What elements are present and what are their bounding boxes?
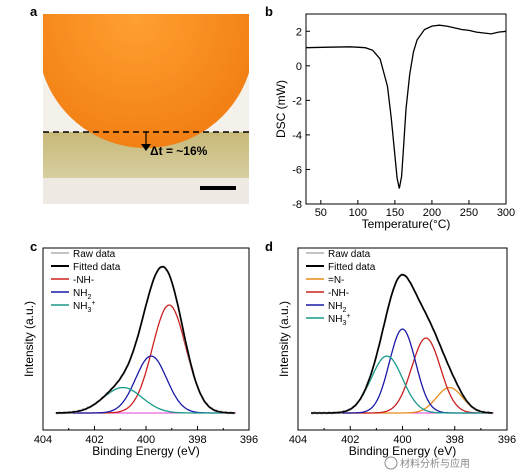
watermark: 材料分析与应用 bbox=[384, 456, 470, 470]
legend-label: -NH- bbox=[73, 275, 94, 286]
x-tick-label: 400 bbox=[393, 434, 411, 446]
y-axis-title: Intensity (a.u.) bbox=[277, 301, 291, 377]
y-tick-label: 0 bbox=[296, 61, 302, 73]
x-tick-label: 398 bbox=[188, 434, 206, 446]
x-tick-label: 100 bbox=[349, 207, 367, 219]
dsc-plot: 50 100 150 200 250 300 -8 -6 -4 -2 0 2 Temperature(°… bbox=[274, 13, 515, 231]
fitted-curve bbox=[311, 273, 493, 414]
y-tick-label: -6 bbox=[292, 164, 302, 176]
fitted-curve bbox=[55, 265, 235, 414]
legend-label: Raw data bbox=[328, 249, 371, 260]
droplet-photo bbox=[43, 14, 249, 204]
watermark-text: 材料分析与应用 bbox=[400, 457, 470, 470]
y-tick-label: 2 bbox=[296, 26, 302, 38]
legend-label: NH3+ bbox=[328, 313, 350, 327]
x-tick-label: 300 bbox=[497, 207, 515, 219]
y-tick-label: -4 bbox=[292, 130, 302, 142]
xps-plot-d: 404 402 400 398 396 Raw data Fitted data =N- -NH… bbox=[277, 247, 516, 458]
x-tick-label: 400 bbox=[137, 434, 155, 446]
arrow-head bbox=[141, 144, 151, 151]
y-axis-title: Intensity (a.u.) bbox=[22, 301, 36, 377]
y-axis-title: DSC (mW) bbox=[274, 80, 288, 138]
x-tick-label: 402 bbox=[85, 434, 103, 446]
plot-frame bbox=[305, 13, 507, 205]
orange-droplet bbox=[43, 14, 249, 148]
dsc-curve bbox=[305, 24, 507, 189]
x-tick-label: 50 bbox=[315, 207, 327, 219]
x-axis-title: Temperature(°C) bbox=[362, 217, 451, 231]
legend-label: =N- bbox=[328, 275, 344, 286]
panel-letter-d: d bbox=[265, 239, 273, 254]
y-tick-label: -8 bbox=[292, 199, 302, 211]
y-tick-label: -2 bbox=[292, 95, 302, 107]
x-tick-label: 398 bbox=[446, 434, 464, 446]
legend-label: NH3+ bbox=[73, 300, 95, 314]
legend-label: Fitted data bbox=[328, 262, 376, 273]
delta-t-annotation: Δt = ~16% bbox=[150, 144, 208, 158]
legend-label: Fitted data bbox=[73, 262, 121, 273]
x-tick-label: 402 bbox=[341, 434, 359, 446]
legend-label: NH2 bbox=[73, 288, 91, 301]
x-tick-label: 250 bbox=[460, 207, 478, 219]
xps-plot-c: 404 402 400 398 396 Raw data Fitted data -NH- NH… bbox=[22, 247, 258, 458]
legend-label: -NH- bbox=[328, 288, 349, 299]
x-tick-label: 200 bbox=[423, 207, 441, 219]
component-curve bbox=[311, 355, 493, 414]
panel-letter-a: a bbox=[30, 4, 38, 19]
watermark-icon bbox=[384, 456, 398, 470]
x-axis-title: Binding Energy (eV) bbox=[92, 444, 199, 458]
x-tick-label: 396 bbox=[240, 434, 258, 446]
x-tick-label: 404 bbox=[289, 434, 307, 446]
legend-label: NH2 bbox=[328, 301, 346, 314]
x-tick-label: 150 bbox=[386, 207, 404, 219]
x-tick-label: 404 bbox=[34, 434, 52, 446]
x-tick-label: 396 bbox=[498, 434, 516, 446]
panel-letter-c: c bbox=[30, 239, 37, 254]
panel-letter-b: b bbox=[265, 4, 273, 19]
scale-bar bbox=[200, 186, 236, 190]
x-axis-title: Binding Energy (eV) bbox=[349, 444, 456, 458]
legend-label: Raw data bbox=[73, 249, 116, 260]
